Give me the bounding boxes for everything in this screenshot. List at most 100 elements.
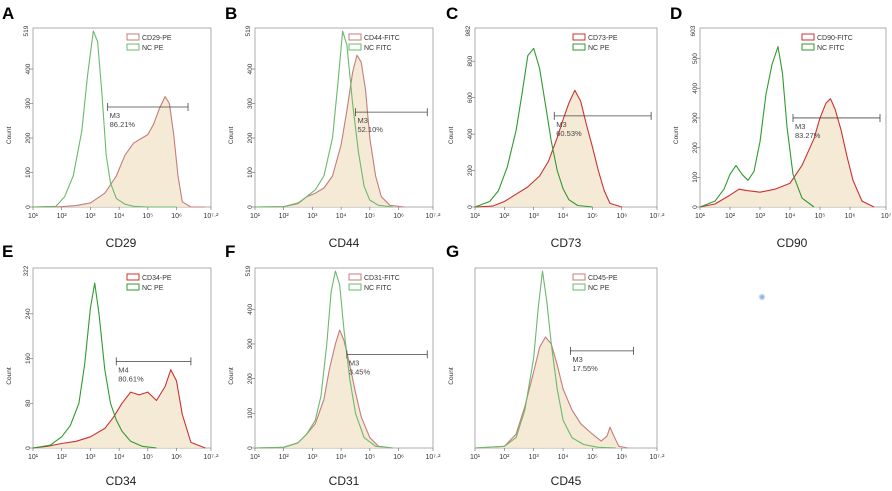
histogram-fill-cd44-fitc <box>255 55 405 208</box>
x-tick-label: 10⁵ <box>364 213 375 220</box>
y-tick-label: 100 <box>247 408 254 419</box>
gate-name: M3 <box>556 120 566 129</box>
y-axis-title: Count <box>228 127 235 145</box>
x-tick-label: 10⁷·² <box>426 213 442 220</box>
x-tick-label: 10² <box>279 213 290 220</box>
x-tick-label: 10⁷·² <box>204 454 220 461</box>
y-axis-title: Count <box>448 367 455 385</box>
y-tick-label: 200 <box>247 373 254 384</box>
x-tick-label: 10³ <box>307 213 318 220</box>
gate-percentage: 52.10% <box>357 125 383 134</box>
y-tick-label: 200 <box>247 132 254 143</box>
y-tick-label: 0 <box>467 205 474 209</box>
legend-label: CD31-FITC <box>364 275 400 282</box>
y-tick-label: 200 <box>467 165 474 176</box>
y-tick-label: 80 <box>25 399 32 407</box>
x-tick-label: 10⁵ <box>815 213 826 220</box>
y-tick-label: 100 <box>247 167 254 178</box>
legend-label: CD34-PE <box>142 275 172 282</box>
x-tick-label: 10⁶ <box>616 454 627 461</box>
x-tick-label: 10³ <box>529 213 540 220</box>
x-tick-label: 10⁴ <box>114 454 125 461</box>
gate-name: M3 <box>795 122 805 131</box>
y-max-label: 519 <box>245 25 252 36</box>
legend-label: NC PE <box>142 45 164 52</box>
x-tick-label: 10³ <box>307 454 318 461</box>
panel-letter: A <box>2 4 14 23</box>
y-tick-label: 300 <box>25 98 32 109</box>
y-axis-title: Count <box>6 127 13 145</box>
x-tick-label: 10² <box>279 454 290 461</box>
y-tick-label: 400 <box>247 303 254 314</box>
legend-swatch <box>126 33 140 41</box>
legend-label: NC PE <box>588 45 610 52</box>
y-tick-label: 400 <box>692 82 699 93</box>
x-tick-label: 10³ <box>85 213 96 220</box>
x-tick-label: 10⁵ <box>142 213 153 220</box>
x-tick-label: 10⁵ <box>364 454 375 461</box>
y-tick-label: 400 <box>25 63 32 74</box>
histogram-line-nc-pe <box>32 30 177 208</box>
panel-e: E 0 80 160 240 322 Count 10¹ 10² 10³ 10⁴ 10⁵ 10⁶ 10⁷·… <box>2 242 219 488</box>
y-tick-label: 0 <box>247 205 254 209</box>
x-tick-label: 10³ <box>85 454 96 461</box>
panel-c: C 0 200 400 600 800 982 Count 10¹ 10² 10³ 10⁴ 10⁵ 10⁶… <box>446 4 665 250</box>
x-tick-label: 10⁴ <box>785 213 796 220</box>
histogram-fill-cd29-pe <box>33 96 206 207</box>
x-tick-label: 10² <box>499 213 510 220</box>
panel-b: B 0 100 200 300 400 519 Count 10¹ 10² 10³ 10⁴ 10⁵ 10⁶… <box>225 4 441 250</box>
legend-swatch <box>348 33 362 41</box>
y-tick-label: 800 <box>467 55 474 66</box>
histogram-line-cd90-fitc <box>699 98 875 208</box>
gate-name: M3 <box>572 355 582 364</box>
x-tick-label: 10³ <box>529 454 540 461</box>
legend-label: NC PE <box>142 285 164 292</box>
panel-letter: E <box>2 242 13 261</box>
gate-name: M3 <box>110 111 120 120</box>
y-tick-label: 600 <box>467 92 474 103</box>
x-tick-label: 10³ <box>755 213 766 220</box>
y-max-label: 603 <box>690 25 697 36</box>
legend-swatch <box>801 43 815 51</box>
x-tick-label: 10⁷ <box>881 213 892 220</box>
histogram-line-nc-fitc <box>254 270 393 449</box>
legend-swatch <box>572 43 586 51</box>
gate-percentage: 83.27% <box>795 131 821 140</box>
y-tick-label: 300 <box>247 98 254 109</box>
legend-label: CD29-PE <box>142 35 172 42</box>
histogram-line-cd45-pe <box>474 336 628 449</box>
legend-label: NC FITC <box>364 45 392 52</box>
histogram-line-nc-pe <box>474 270 616 449</box>
panel-f: F 0 100 200 300 400 519 Count 10¹ 10² 10³ 10⁴ 10⁵ 10⁶… <box>225 242 441 488</box>
y-tick-label: 0 <box>25 446 32 450</box>
x-axis-label: CD29 <box>106 236 137 250</box>
panel-d: D 0 100 200 300 400 500 603 Count 10¹ 10² 10³ 10⁴ 10⁵… <box>670 4 892 250</box>
legend-label: CD44-FITC <box>364 35 400 42</box>
y-max-label: 982 <box>465 25 472 36</box>
panel-g: G Count 10¹ 10² 10³ 10⁴ 10⁵ 10⁶ 10⁷·² CD45 CD45-PE… <box>446 242 665 488</box>
histogram-fill-cd31-fitc <box>255 330 393 448</box>
y-axis-title: Count <box>448 127 455 145</box>
x-tick-label: 10⁶ <box>171 454 182 461</box>
legend-swatch <box>348 43 362 51</box>
y-tick-label: 300 <box>247 338 254 349</box>
y-axis-title: Count <box>6 367 13 385</box>
x-tick-label: 10⁴ <box>336 213 347 220</box>
legend-swatch <box>572 283 586 291</box>
legend-swatch <box>126 43 140 51</box>
panel-letter: D <box>670 4 682 23</box>
x-tick-label: 10⁵ <box>142 454 153 461</box>
y-tick-label: 300 <box>692 112 699 123</box>
panel-a: A 0 100 200 300 400 519 Count 10¹ 10² 10³ 10⁴ 10⁵ 10⁶… <box>2 4 219 250</box>
legend-swatch <box>348 283 362 291</box>
y-axis-title: Count <box>673 127 680 145</box>
x-tick-label: 10⁶ <box>393 213 404 220</box>
histogram-line-nc-fitc <box>699 46 815 208</box>
panel-letter: G <box>446 242 459 261</box>
x-tick-label: 10⁷·² <box>650 454 666 461</box>
y-axis-title: Count <box>228 367 235 385</box>
y-tick-label: 200 <box>25 132 32 143</box>
legend-swatch <box>126 283 140 291</box>
panel-letter: C <box>446 4 458 23</box>
y-tick-label: 200 <box>692 142 699 153</box>
